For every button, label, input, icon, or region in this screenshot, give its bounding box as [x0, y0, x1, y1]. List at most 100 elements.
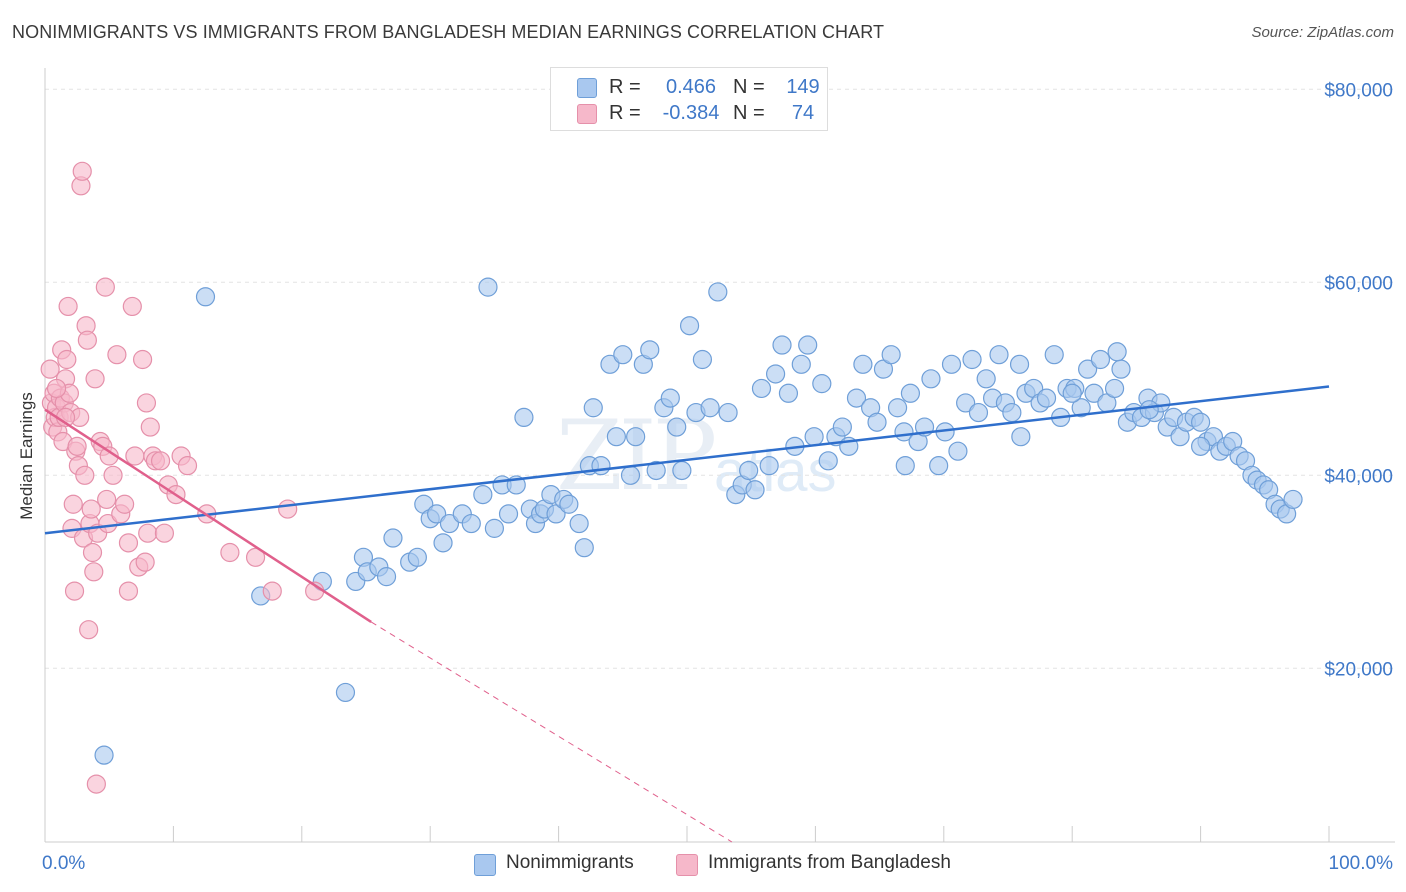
trend-lines	[44, 385, 1330, 843]
n-value: 149	[786, 76, 820, 98]
point-nonimmigrants-56	[708, 282, 728, 302]
point-nonimmigrants-95	[976, 369, 996, 389]
point-nonimmigrants-74	[832, 417, 852, 437]
y-tick-label-3: $80,000	[1324, 80, 1393, 101]
point-nonimmigrants-55	[700, 398, 720, 418]
point-nonimmigrants-68	[791, 354, 811, 374]
point-nonimmigrants-36	[574, 538, 594, 558]
point-bangladesh-48	[118, 533, 139, 553]
point-nonimmigrants-143	[1190, 436, 1211, 456]
point-nonimmigrants-79	[867, 412, 887, 432]
point-nonimmigrants-42	[613, 345, 633, 365]
point-bangladesh-40	[95, 277, 115, 297]
trend-line-bangladesh	[44, 408, 372, 624]
r-value: -0.384	[662, 102, 720, 124]
point-nonimmigrants-145	[1107, 342, 1127, 362]
point-bangladesh-68	[245, 547, 266, 567]
point-nonimmigrants-66	[778, 383, 799, 403]
point-nonimmigrants-94	[968, 402, 989, 423]
point-bangladesh-0	[40, 359, 60, 379]
point-bangladesh-41	[97, 489, 117, 510]
point-nonimmigrants-17	[439, 513, 460, 534]
trend-line-bangladesh-extension	[370, 621, 733, 843]
x-tick-label-max: 100.0%	[1329, 853, 1394, 874]
point-nonimmigrants-99	[1002, 402, 1022, 423]
point-nonimmigrants-72	[818, 451, 838, 471]
y-tick-label-0: $20,000	[1324, 659, 1393, 680]
point-bangladesh-70	[278, 499, 298, 519]
source-credit: Source: ZipAtlas.com	[1251, 24, 1394, 41]
point-nonimmigrants-81	[881, 345, 901, 365]
n-label: N =	[733, 76, 765, 98]
point-bangladesh-13	[57, 349, 77, 370]
point-nonimmigrants-47	[646, 460, 666, 481]
r-label: R =	[609, 102, 641, 124]
nonimmigrants-legend-swatch	[474, 854, 496, 876]
point-bangladesh-67	[220, 542, 240, 563]
point-nonimmigrants-52	[679, 316, 700, 336]
point-bangladesh-21	[67, 436, 87, 456]
point-nonimmigrants-19	[461, 513, 481, 534]
point-nonimmigrants-12	[407, 547, 427, 567]
bangladesh-swatch	[577, 104, 597, 124]
point-bangladesh-72	[46, 378, 67, 399]
point-nonimmigrants-70	[804, 427, 824, 447]
point-bangladesh-34	[84, 562, 104, 582]
point-bangladesh-42	[98, 513, 118, 534]
point-nonimmigrants-22	[484, 518, 504, 538]
n-value: 74	[791, 102, 815, 124]
point-nonimmigrants-41	[606, 427, 626, 447]
point-bangladesh-61	[154, 523, 175, 543]
point-nonimmigrants-51	[672, 460, 692, 481]
point-nonimmigrants-109	[1071, 398, 1091, 418]
point-nonimmigrants-115	[1111, 359, 1131, 379]
y-tick-label-1: $40,000	[1324, 466, 1393, 487]
r-label: R =	[609, 76, 641, 98]
point-nonimmigrants-87	[921, 369, 941, 389]
point-bangladesh-19	[64, 581, 85, 601]
point-nonimmigrants-88	[929, 456, 949, 476]
point-bangladesh-35	[85, 369, 105, 389]
point-bangladesh-33	[82, 542, 103, 563]
point-nonimmigrants-44	[626, 427, 646, 447]
point-nonimmigrants-100	[1009, 354, 1030, 374]
point-nonimmigrants-24	[498, 504, 519, 524]
axis-labels: $20,000 $40,000 $60,000 $80,000 0.0% 100.0% Me…	[17, 80, 1393, 874]
point-bangladesh-65	[177, 456, 198, 476]
point-nonimmigrants-92	[956, 393, 976, 413]
point-nonimmigrants-0	[94, 745, 114, 765]
y-axis-title: Median Earnings	[17, 392, 36, 520]
legend-label: Immigrants from Bangladesh	[708, 852, 951, 873]
point-nonimmigrants-4	[335, 682, 356, 703]
bangladesh-legend-swatch	[676, 854, 698, 876]
point-nonimmigrants-148	[895, 456, 915, 476]
point-nonimmigrants-142	[1283, 489, 1303, 510]
point-nonimmigrants-16	[433, 533, 453, 553]
data-points	[40, 161, 1303, 794]
point-nonimmigrants-112	[1090, 349, 1111, 370]
trend-line-nonimmigrants	[44, 385, 1330, 535]
point-bangladesh-18	[63, 494, 83, 514]
point-nonimmigrants-9	[376, 567, 397, 587]
point-nonimmigrants-39	[591, 456, 611, 476]
point-nonimmigrants-110	[1078, 359, 1098, 379]
point-nonimmigrants-93	[962, 349, 982, 370]
point-nonimmigrants-71	[812, 374, 832, 394]
point-nonimmigrants-26	[514, 407, 534, 427]
series-legend: Nonimmigrants Immigrants from Bangladesh	[0, 852, 1406, 878]
point-nonimmigrants-77	[853, 354, 873, 374]
point-nonimmigrants-46	[640, 340, 660, 360]
point-nonimmigrants-105	[1044, 345, 1064, 365]
point-bangladesh-29	[77, 330, 97, 350]
point-nonimmigrants-34	[559, 494, 579, 514]
point-nonimmigrants-104	[1036, 388, 1057, 408]
point-bangladesh-53	[132, 349, 153, 370]
point-nonimmigrants-62	[751, 378, 772, 399]
point-nonimmigrants-35	[569, 513, 589, 534]
point-nonimmigrants-144	[1139, 400, 1159, 420]
point-bangladesh-54	[135, 552, 155, 572]
y-tick-label-2: $60,000	[1324, 273, 1393, 294]
point-nonimmigrants-147	[1011, 427, 1031, 447]
point-nonimmigrants-65	[772, 335, 792, 355]
